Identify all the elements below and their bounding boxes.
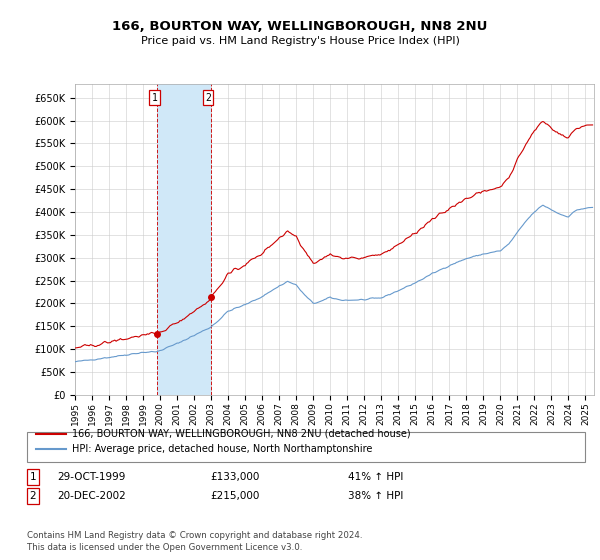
Text: Contains HM Land Registry data © Crown copyright and database right 2024.
This d: Contains HM Land Registry data © Crown c… xyxy=(27,531,362,552)
Text: 166, BOURTON WAY, WELLINGBOROUGH, NN8 2NU (detached house): 166, BOURTON WAY, WELLINGBOROUGH, NN8 2N… xyxy=(72,429,410,438)
Text: 41% ↑ HPI: 41% ↑ HPI xyxy=(348,472,403,482)
Text: 166, BOURTON WAY, WELLINGBOROUGH, NN8 2NU: 166, BOURTON WAY, WELLINGBOROUGH, NN8 2N… xyxy=(112,20,488,32)
Text: 38% ↑ HPI: 38% ↑ HPI xyxy=(348,491,403,501)
Text: £133,000: £133,000 xyxy=(210,472,259,482)
Bar xyxy=(157,84,211,395)
Text: Price paid vs. HM Land Registry's House Price Index (HPI): Price paid vs. HM Land Registry's House … xyxy=(140,36,460,46)
Text: 2: 2 xyxy=(205,93,211,102)
Text: 1: 1 xyxy=(29,472,37,482)
Text: 1: 1 xyxy=(152,93,158,102)
Text: 2: 2 xyxy=(29,491,37,501)
Text: £215,000: £215,000 xyxy=(210,491,259,501)
Text: 29-OCT-1999: 29-OCT-1999 xyxy=(57,472,125,482)
Text: HPI: Average price, detached house, North Northamptonshire: HPI: Average price, detached house, Nort… xyxy=(72,445,373,454)
Text: 20-DEC-2002: 20-DEC-2002 xyxy=(57,491,126,501)
